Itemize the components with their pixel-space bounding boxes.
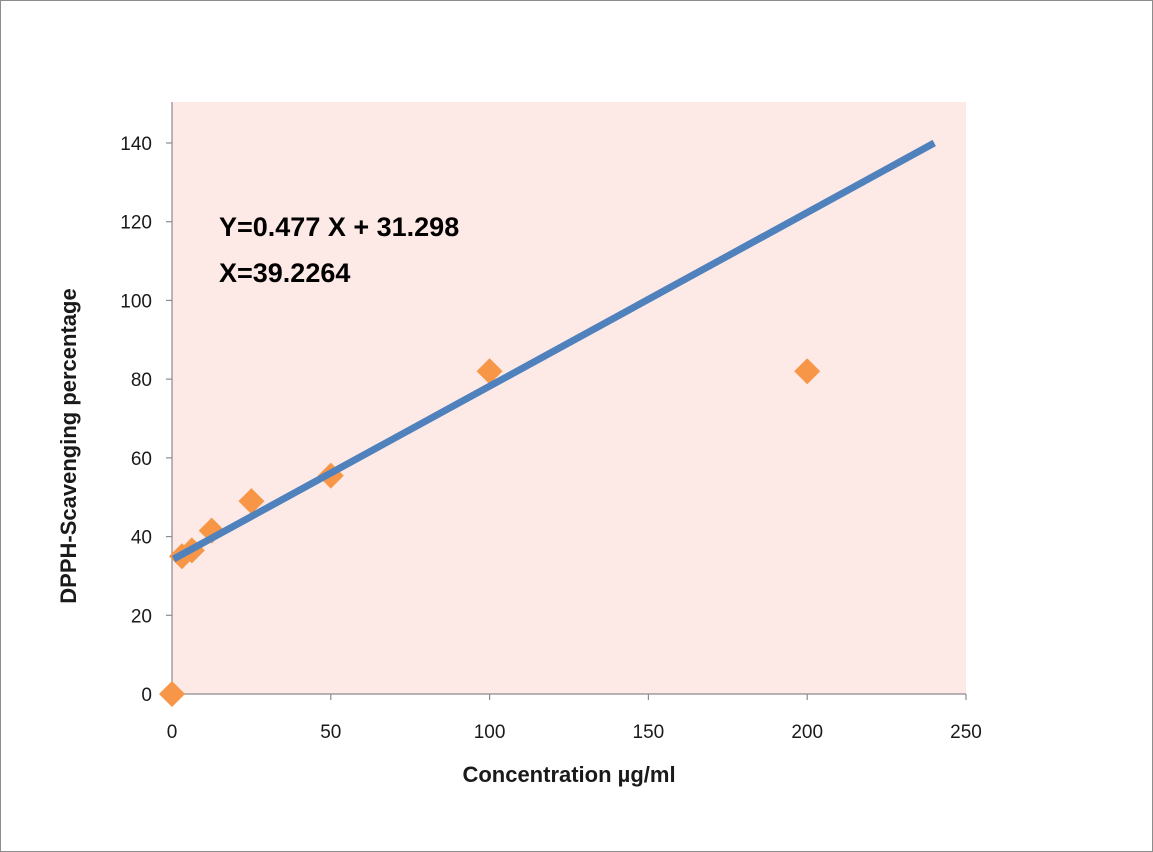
scatter-point xyxy=(476,358,503,385)
y-tick-label: 20 xyxy=(131,606,152,627)
equation-annotation: Y=0.477 X + 31.298 xyxy=(219,212,459,242)
trend-line xyxy=(171,139,936,563)
scatter-point xyxy=(794,358,821,385)
y-tick-label: 140 xyxy=(120,134,152,155)
x-tick-label: 0 xyxy=(167,722,178,743)
y-axis-title: DPPH-Scavenging percentage xyxy=(56,288,81,603)
y-tick-label: 80 xyxy=(131,370,152,391)
y-tick-label: 0 xyxy=(141,685,152,706)
x-axis-title: Concentration µg/ml xyxy=(462,762,675,787)
y-tick-label: 120 xyxy=(120,213,152,234)
y-tick-label: 100 xyxy=(120,291,152,312)
y-tick-label: 40 xyxy=(131,528,152,549)
y-axis-ticks: 0 20 40 60 80 100 120 140 xyxy=(120,134,172,706)
y-tick-label: 60 xyxy=(131,449,152,470)
x-tick-label: 150 xyxy=(633,722,665,743)
x-tick-label: 50 xyxy=(320,722,341,743)
x-axis-ticks: 0 50 100 150 200 250 xyxy=(167,694,982,743)
x-value-annotation: X=39.2264 xyxy=(219,258,350,288)
x-tick-label: 100 xyxy=(474,722,506,743)
scatter-point xyxy=(238,488,265,515)
scatter-point xyxy=(159,681,185,707)
x-tick-label: 250 xyxy=(950,722,982,743)
series-layer xyxy=(159,139,936,707)
x-tick-label: 200 xyxy=(791,722,823,743)
